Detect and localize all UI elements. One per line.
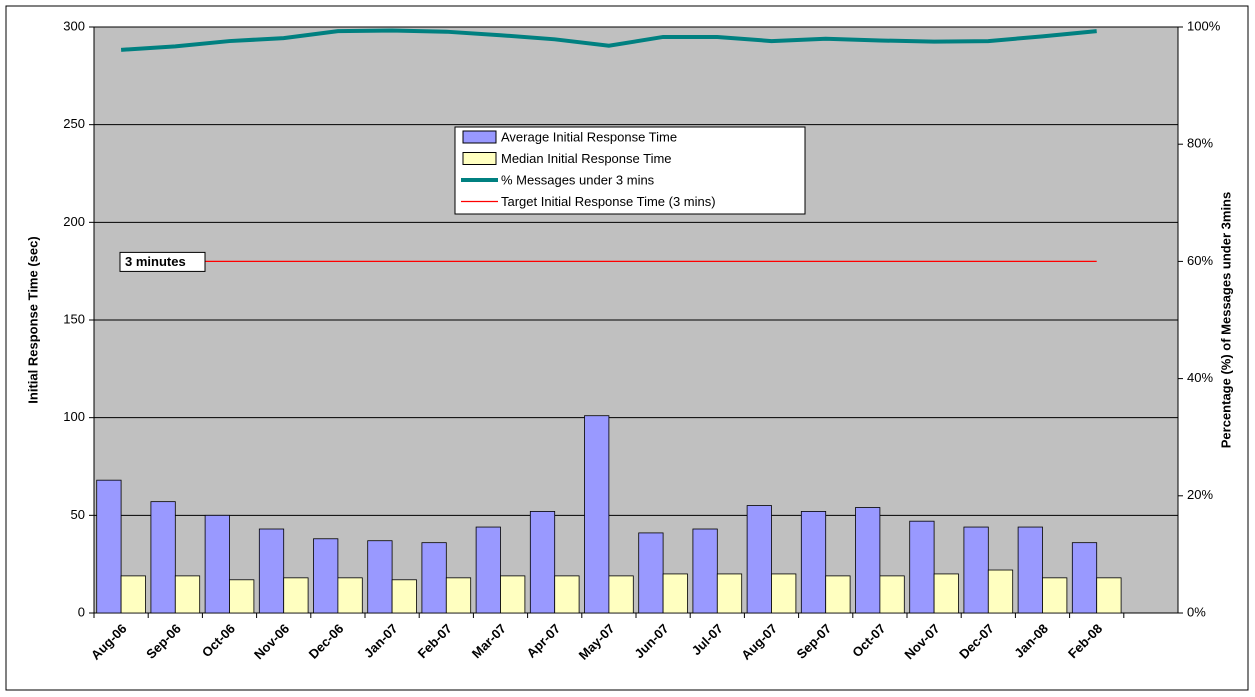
bar — [229, 579, 255, 614]
bar — [204, 514, 230, 614]
bar — [800, 511, 827, 614]
y2-tick-label: 100% — [1187, 18, 1221, 33]
bar — [1071, 542, 1098, 614]
bar — [120, 575, 146, 614]
bar — [963, 526, 989, 614]
annotation: 3 minutes — [125, 254, 186, 269]
bar — [367, 540, 393, 614]
bar — [1017, 526, 1043, 614]
bar — [258, 528, 285, 614]
y-tick-label: 150 — [63, 311, 85, 326]
bar — [855, 507, 881, 614]
bar — [475, 526, 501, 614]
y2-tick-label: 40% — [1187, 370, 1213, 385]
bar — [987, 569, 1014, 614]
y-tick-label: 100 — [63, 409, 85, 424]
bar — [96, 479, 122, 614]
bar — [771, 573, 797, 614]
bar — [283, 577, 309, 614]
bar — [692, 528, 718, 614]
bar — [313, 538, 339, 614]
legend — [454, 126, 806, 215]
bar — [825, 575, 851, 614]
y-tick-label: 0 — [78, 604, 85, 619]
bar — [500, 575, 526, 614]
y2-tick-label: 20% — [1187, 487, 1213, 502]
legend-label: Target Initial Response Time (3 mins) — [501, 194, 716, 209]
bar — [584, 415, 610, 614]
bar — [909, 520, 935, 614]
bar — [150, 501, 176, 614]
bar — [933, 573, 959, 614]
bar — [421, 542, 447, 614]
y2-tick-label: 0% — [1187, 604, 1206, 619]
bar — [554, 575, 580, 614]
legend-label: % Messages under 3 mins — [501, 172, 655, 187]
bar — [716, 573, 743, 614]
bar — [337, 577, 363, 614]
y2-tick-label: 60% — [1187, 253, 1213, 268]
legend-label: Average Initial Response Time — [501, 129, 677, 144]
bar — [638, 532, 664, 614]
bar — [746, 505, 772, 614]
line — [120, 28, 1097, 52]
legend-swatch — [462, 130, 497, 144]
y-tick-label: 200 — [63, 214, 85, 229]
annotation-box — [119, 251, 206, 272]
bar — [879, 575, 905, 614]
y-tick-label: 300 — [63, 18, 85, 33]
bar — [1042, 577, 1068, 614]
y-tick-label: 50 — [71, 507, 85, 522]
y-tick-label: 250 — [63, 116, 85, 131]
legend-label: Median Initial Response Time — [501, 151, 672, 166]
bar — [1096, 577, 1122, 614]
bar — [529, 511, 556, 614]
bar — [391, 579, 417, 614]
bar — [662, 573, 688, 614]
bar — [445, 577, 472, 614]
y-axis-title: Initial Response Time (sec) — [25, 236, 40, 403]
y2-tick-label: 80% — [1187, 136, 1213, 151]
y2-axis-title: Percentage (%) of Messages under 3mins — [1218, 192, 1233, 448]
bar — [608, 575, 634, 614]
bar — [174, 575, 201, 614]
legend-swatch — [462, 152, 497, 165]
